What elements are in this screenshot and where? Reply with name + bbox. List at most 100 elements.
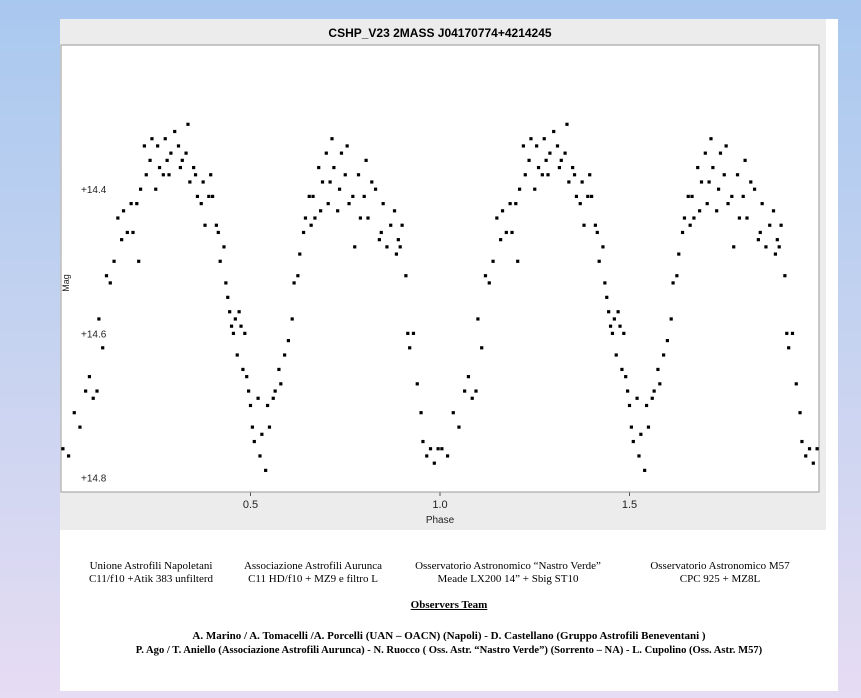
data-point bbox=[226, 295, 230, 299]
data-point bbox=[521, 144, 525, 148]
data-point bbox=[724, 144, 728, 148]
data-point bbox=[362, 194, 366, 199]
data-point bbox=[265, 403, 270, 408]
data-point bbox=[686, 194, 690, 199]
data-point bbox=[358, 216, 363, 220]
data-point bbox=[326, 202, 330, 206]
team-line-2: P. Ago / T. Aniello (Associazione Astrof… bbox=[135, 645, 763, 656]
data-point bbox=[277, 367, 281, 372]
data-point bbox=[504, 230, 508, 235]
data-point bbox=[775, 238, 779, 242]
data-point bbox=[317, 165, 321, 170]
data-point bbox=[466, 375, 471, 379]
data-point bbox=[324, 151, 328, 155]
data-point bbox=[698, 209, 702, 213]
data-point bbox=[516, 259, 520, 263]
data-point bbox=[239, 324, 243, 328]
data-point bbox=[768, 223, 772, 227]
data-point bbox=[161, 173, 165, 177]
data-point bbox=[303, 216, 308, 220]
data-point bbox=[474, 389, 478, 393]
data-point bbox=[148, 158, 152, 162]
data-point bbox=[121, 209, 126, 213]
data-point bbox=[567, 180, 571, 184]
caption-uan-name: Unione Astrofili Napoletani bbox=[89, 560, 213, 572]
data-point bbox=[347, 202, 351, 206]
data-point bbox=[216, 230, 220, 235]
data-point bbox=[705, 202, 709, 206]
data-point bbox=[677, 252, 681, 256]
data-point bbox=[643, 468, 647, 472]
data-point bbox=[61, 447, 65, 451]
data-point bbox=[157, 165, 162, 170]
data-point bbox=[535, 144, 539, 148]
data-point bbox=[652, 389, 656, 393]
data-point bbox=[241, 367, 245, 372]
y-tick-label: +14.8 bbox=[81, 474, 107, 485]
data-point bbox=[718, 151, 723, 155]
data-point bbox=[398, 245, 402, 249]
data-point bbox=[120, 238, 124, 242]
data-point bbox=[586, 194, 590, 199]
data-point bbox=[745, 216, 749, 220]
data-point bbox=[523, 173, 527, 177]
data-point bbox=[150, 137, 154, 141]
data-point bbox=[129, 202, 133, 206]
data-point bbox=[616, 310, 620, 314]
data-point bbox=[715, 209, 719, 213]
data-point bbox=[779, 223, 783, 227]
data-point bbox=[377, 238, 381, 242]
data-point bbox=[224, 281, 228, 285]
data-point bbox=[339, 151, 344, 155]
data-point bbox=[298, 252, 302, 256]
data-point bbox=[84, 389, 88, 393]
data-point bbox=[760, 202, 764, 206]
data-point bbox=[785, 331, 789, 335]
data-point bbox=[533, 187, 537, 191]
data-point bbox=[218, 259, 222, 263]
data-point bbox=[749, 180, 753, 184]
data-point bbox=[737, 216, 742, 220]
data-point bbox=[595, 230, 599, 235]
team-line-1: A. Marino / A. Tomacelli /A. Porcelli (U… bbox=[192, 630, 706, 642]
data-point bbox=[142, 144, 146, 148]
data-point bbox=[571, 165, 575, 170]
caption-aurunca: Associazione Astrofili Aurunca C11 HD/f1… bbox=[228, 560, 398, 586]
data-point bbox=[258, 454, 262, 458]
data-point bbox=[203, 223, 207, 227]
data-point bbox=[264, 468, 268, 472]
data-point bbox=[252, 439, 256, 444]
data-point bbox=[480, 346, 484, 350]
x-axis-label: Phase bbox=[426, 515, 455, 526]
data-point bbox=[195, 194, 200, 199]
data-point bbox=[440, 447, 444, 451]
data-point bbox=[144, 173, 148, 177]
data-point bbox=[247, 389, 251, 393]
data-point bbox=[169, 151, 173, 155]
data-point bbox=[703, 151, 707, 155]
data-point bbox=[743, 158, 747, 162]
data-point bbox=[78, 425, 82, 429]
data-point bbox=[396, 238, 400, 242]
data-point bbox=[603, 281, 607, 285]
data-point bbox=[419, 411, 423, 415]
plot-area: 0.5 1.0 1.5 +14.4 +14.6 +14.8 CSHP_V23 2MASS J… bbox=[60, 19, 826, 530]
data-point bbox=[593, 223, 597, 227]
data-point bbox=[758, 230, 762, 235]
data-point bbox=[173, 129, 177, 134]
data-point bbox=[131, 230, 135, 235]
data-point bbox=[125, 230, 129, 235]
data-point bbox=[629, 425, 633, 429]
data-point bbox=[184, 151, 188, 155]
data-point bbox=[156, 144, 160, 148]
y-tick-label: +14.6 bbox=[81, 329, 107, 340]
data-point bbox=[548, 151, 552, 155]
data-point bbox=[574, 194, 579, 199]
data-point bbox=[370, 180, 374, 184]
data-point bbox=[650, 396, 654, 400]
data-point bbox=[271, 396, 275, 400]
caption-m57-setup: CPC 925 + MZ8L bbox=[679, 573, 761, 585]
data-point bbox=[565, 122, 569, 126]
data-point bbox=[296, 274, 300, 278]
data-point bbox=[635, 396, 639, 400]
